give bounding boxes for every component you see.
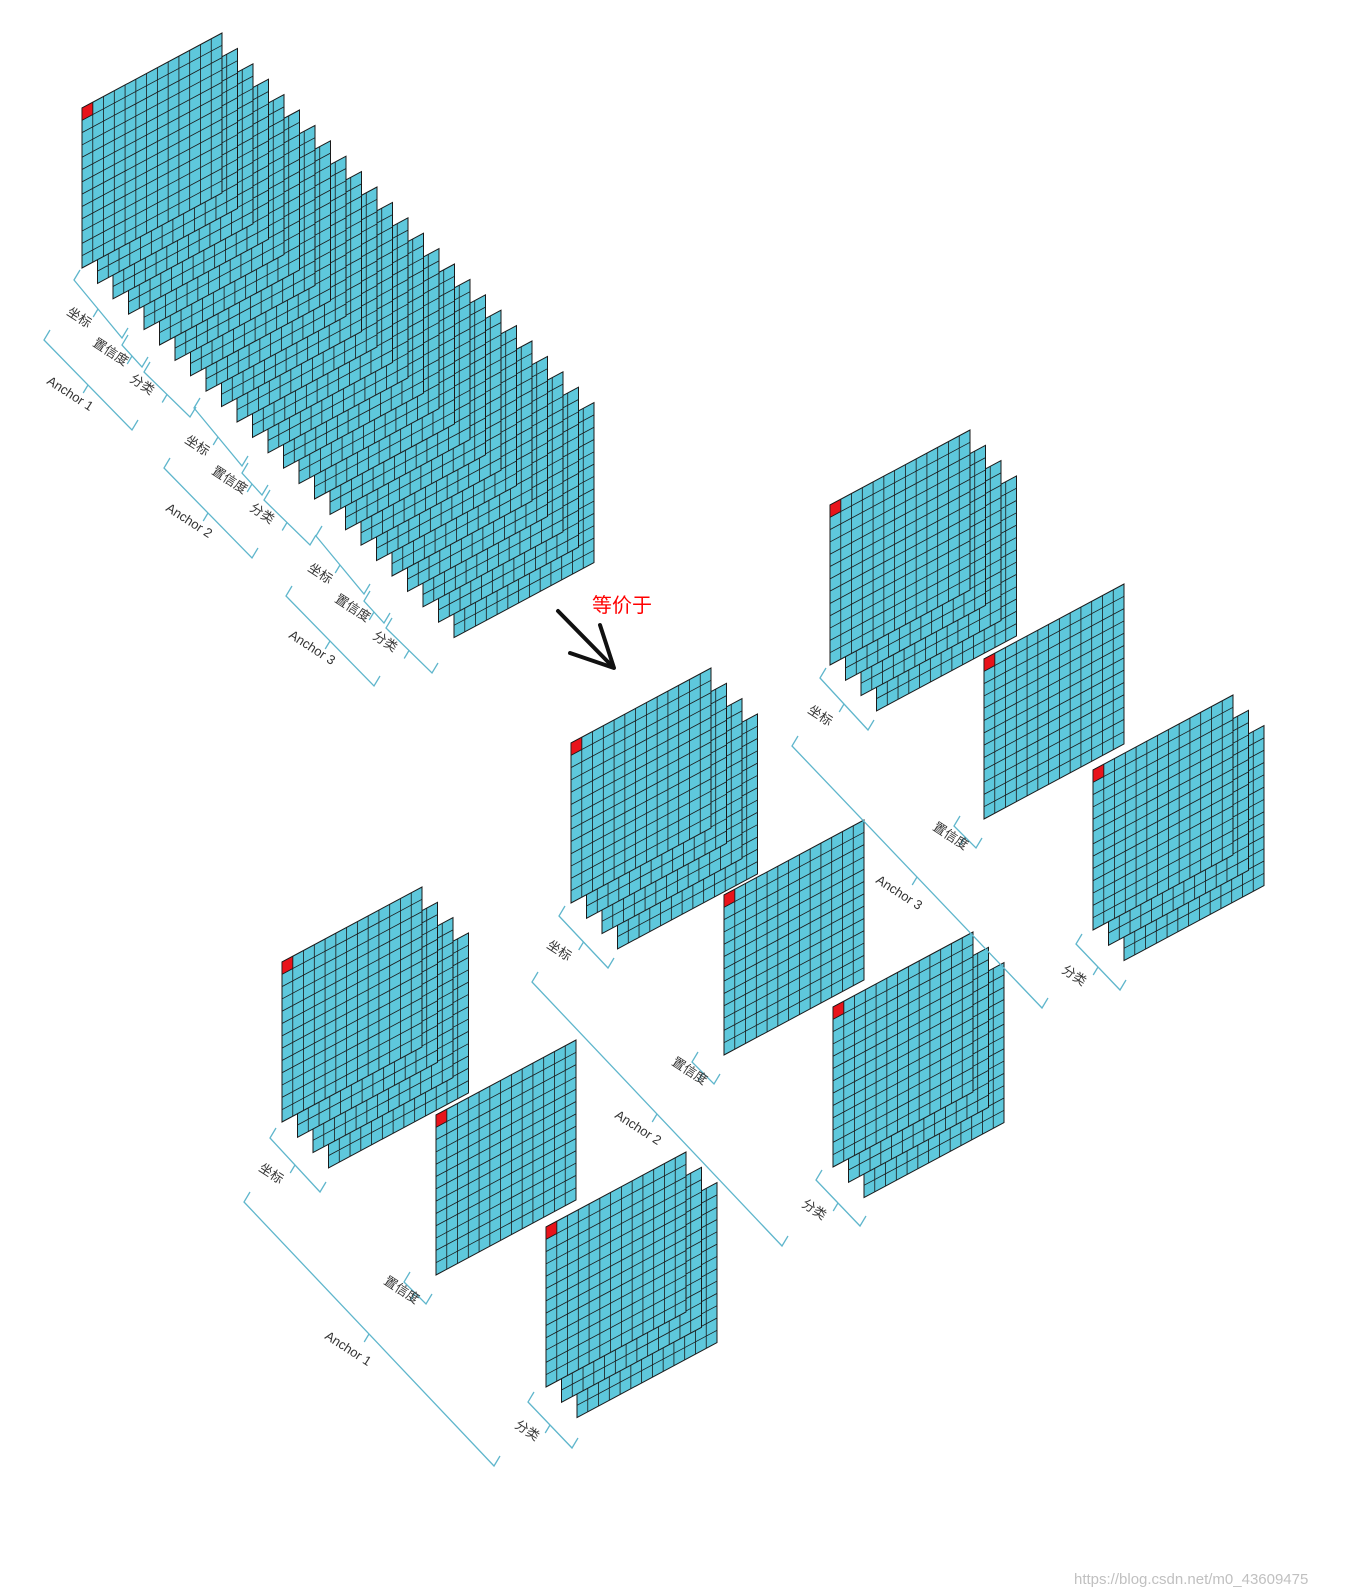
top-coord-label-1: 坐标 — [64, 305, 94, 332]
highlight-cell — [983, 652, 996, 672]
highlight-cell — [81, 101, 94, 121]
top-conf-bracket-3 — [363, 590, 391, 625]
a1-coord-bracket — [269, 1127, 327, 1194]
brackets — [43, 269, 1127, 1468]
a3-conf-label: 置信度 — [930, 819, 971, 854]
top-coord-bracket-3 — [315, 525, 371, 596]
top-coord-bracket-2 — [193, 397, 249, 468]
top-anchor-bracket-3 — [285, 585, 381, 688]
a1-anchor-label: Anchor 1 — [322, 1328, 374, 1369]
top-conf-bracket-2 — [241, 462, 269, 497]
a1-conf-bracket — [403, 1271, 433, 1306]
highlight-cell — [723, 888, 736, 908]
a1-cls-label: 分类 — [512, 1418, 542, 1445]
top-cls-label-3: 分类 — [370, 629, 400, 656]
equivalent-label: 等价于 — [592, 593, 652, 617]
top-coord-label-2: 坐标 — [182, 433, 212, 460]
a2-coord-bracket — [558, 905, 615, 970]
top-stack-layer-1 — [81, 32, 223, 269]
a1-conf-label: 置信度 — [381, 1273, 422, 1308]
top-conf-bracket-1 — [121, 334, 149, 369]
a1-coord-label: 坐标 — [256, 1161, 286, 1188]
top-anchor-label-1: Anchor 1 — [44, 373, 96, 414]
top-cls-bracket-3 — [385, 617, 439, 675]
a3-anchor-bracket — [791, 735, 1049, 1010]
highlight-cell — [545, 1220, 558, 1240]
a3-coord-label: 坐标 — [805, 703, 835, 730]
a3-cls-layer-1 — [1092, 694, 1234, 931]
top-anchor-label-2: Anchor 2 — [163, 500, 215, 541]
arrow-down-right-icon — [556, 609, 616, 670]
a1-cls-bracket — [527, 1391, 579, 1450]
a2-conf-bracket — [691, 1051, 721, 1086]
a2-conf-label: 置信度 — [669, 1054, 710, 1089]
top-cls-bracket-1 — [143, 361, 197, 419]
a2-cls-layer-1 — [832, 931, 974, 1168]
highlight-cell — [832, 1000, 845, 1020]
top-anchor-bracket-2 — [163, 457, 259, 560]
top-anchor-label-3: Anchor 3 — [286, 627, 338, 668]
a1-anchor-bracket — [243, 1191, 501, 1468]
highlight-cell — [570, 736, 583, 756]
a1-cls-layer-1 — [545, 1151, 687, 1388]
top-coord-bracket-1 — [73, 269, 129, 340]
top-cls-label-1: 分类 — [127, 372, 157, 399]
top-anchor-bracket-1 — [43, 329, 139, 432]
a3-coord-bracket — [819, 667, 875, 732]
top-coord-label-3: 坐标 — [305, 561, 335, 588]
a3-conf-bracket — [953, 815, 983, 850]
top-conf-label-2: 置信度 — [209, 463, 250, 498]
a2-conf-layer — [723, 819, 865, 1056]
labels: 坐标 置信度 分类 Anchor 1 坐标 置信度 分类 Anchor 2 坐标… — [44, 305, 1308, 1588]
a1-conf-layer — [435, 1039, 577, 1276]
a3-conf-layer — [983, 583, 1125, 820]
watermark-text: https://blog.csdn.net/m0_43609475 — [1074, 1571, 1308, 1588]
a3-cls-label: 分类 — [1059, 963, 1089, 990]
highlight-cell — [281, 955, 294, 975]
feature-map-layers — [81, 32, 1265, 1419]
top-cls-bracket-2 — [263, 489, 317, 547]
highlight-cell — [435, 1108, 448, 1128]
a2-cls-bracket — [815, 1169, 867, 1228]
a2-coord-layer-1 — [570, 667, 712, 904]
a3-coord-layer-1 — [829, 429, 971, 666]
a1-coord-layer-1 — [281, 886, 423, 1123]
a2-anchor-bracket — [531, 971, 789, 1248]
highlight-cell — [1092, 763, 1105, 783]
a3-cls-bracket — [1075, 933, 1127, 992]
top-cls-label-2: 分类 — [247, 501, 277, 528]
highlight-cell — [829, 498, 842, 518]
a2-coord-label: 坐标 — [544, 938, 574, 965]
a2-cls-label: 分类 — [799, 1197, 829, 1224]
